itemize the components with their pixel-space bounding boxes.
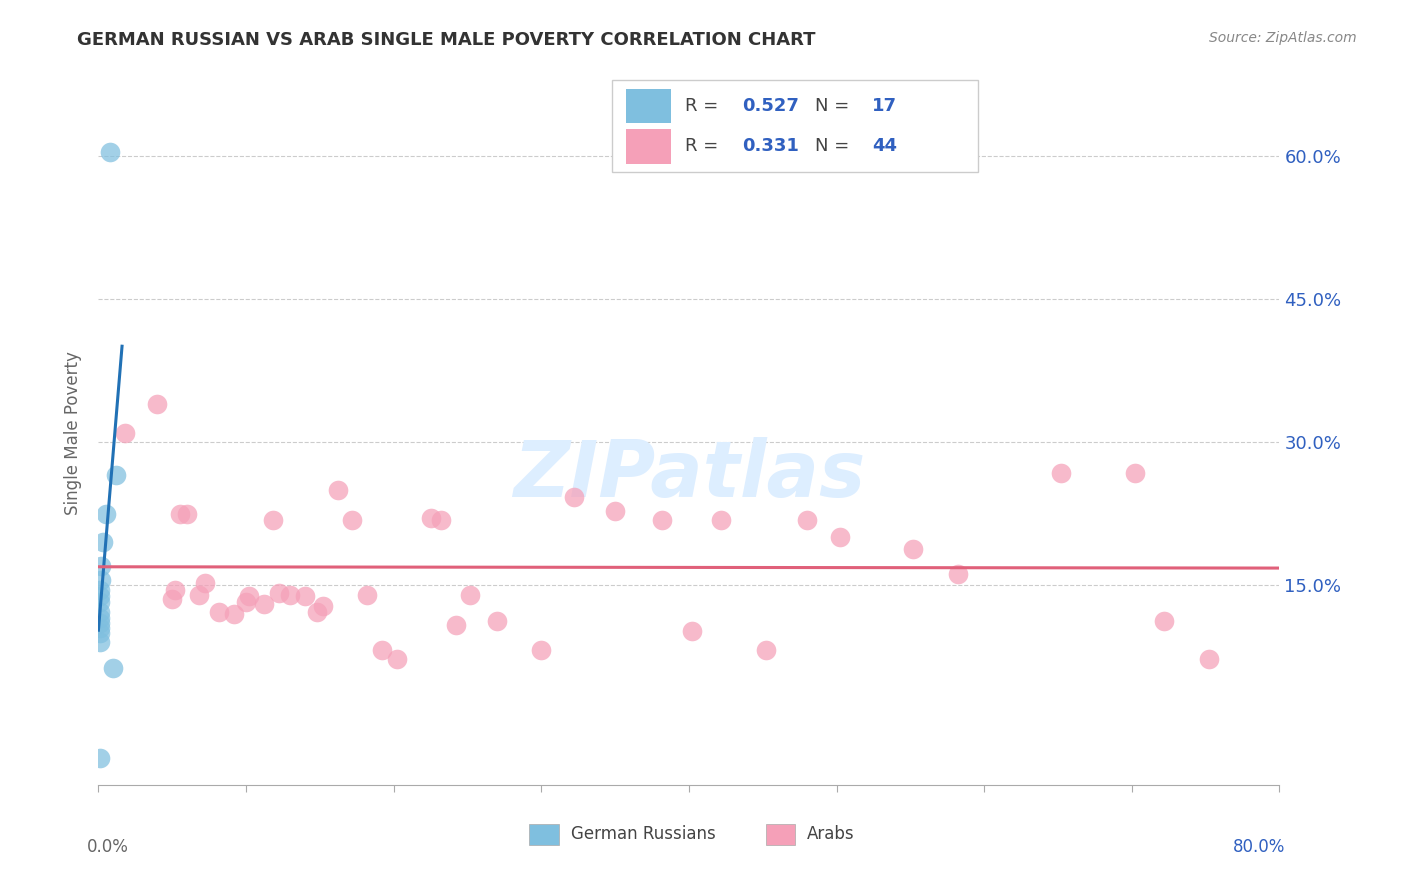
Point — [89, 582, 111, 597]
Point — [267, 585, 290, 599]
Text: Arabs: Arabs — [807, 825, 855, 843]
Bar — [766, 823, 796, 845]
Point — [605, 504, 627, 518]
Point — [280, 587, 302, 601]
Point — [89, 611, 111, 625]
Point — [89, 595, 111, 609]
Point — [235, 595, 257, 609]
Text: 80.0%: 80.0% — [1233, 838, 1285, 855]
Point — [371, 642, 394, 657]
Point — [294, 590, 316, 604]
Point — [89, 751, 111, 765]
Point — [342, 513, 364, 527]
Point — [444, 618, 467, 632]
Text: ZIPatlas: ZIPatlas — [513, 437, 865, 513]
Point — [91, 535, 114, 549]
Point — [224, 607, 246, 621]
Point — [305, 605, 328, 619]
Point — [1153, 614, 1175, 628]
Point — [89, 590, 111, 604]
Point — [89, 625, 111, 640]
Point — [356, 587, 378, 601]
Point — [430, 513, 453, 527]
Text: N =: N = — [815, 137, 855, 155]
Point — [312, 599, 335, 613]
Text: Source: ZipAtlas.com: Source: ZipAtlas.com — [1209, 31, 1357, 45]
Point — [1198, 652, 1220, 666]
Text: 17: 17 — [872, 97, 897, 115]
Point — [114, 425, 136, 440]
Point — [94, 507, 117, 521]
Point — [98, 145, 121, 159]
Point — [162, 592, 183, 607]
Text: R =: R = — [685, 137, 724, 155]
Bar — [612, 80, 979, 172]
Text: 0.331: 0.331 — [742, 137, 799, 155]
Point — [385, 652, 408, 666]
Point — [828, 530, 851, 544]
Point — [530, 642, 553, 657]
Point — [946, 566, 969, 581]
Point — [326, 483, 349, 497]
Point — [903, 541, 925, 556]
Point — [681, 624, 703, 638]
Y-axis label: Single Male Poverty: Single Male Poverty — [65, 351, 83, 515]
Point — [194, 576, 217, 591]
Text: GERMAN RUSSIAN VS ARAB SINGLE MALE POVERTY CORRELATION CHART: GERMAN RUSSIAN VS ARAB SINGLE MALE POVER… — [77, 31, 815, 49]
Point — [90, 573, 112, 587]
Text: R =: R = — [685, 97, 724, 115]
Bar — [626, 128, 671, 163]
Text: 0.0%: 0.0% — [87, 838, 128, 855]
Text: N =: N = — [815, 97, 855, 115]
Point — [169, 507, 191, 521]
Text: 44: 44 — [872, 137, 897, 155]
Point — [253, 597, 276, 611]
Point — [89, 635, 111, 649]
Bar — [626, 88, 671, 123]
Point — [651, 513, 673, 527]
Point — [89, 605, 111, 619]
Point — [89, 616, 111, 631]
Point — [262, 513, 284, 527]
Text: 0.527: 0.527 — [742, 97, 799, 115]
Point — [208, 605, 231, 619]
Point — [460, 587, 482, 601]
Point — [89, 621, 111, 635]
Bar — [530, 823, 560, 845]
Point — [755, 642, 778, 657]
Point — [710, 513, 733, 527]
Point — [486, 614, 509, 628]
Point — [103, 661, 125, 675]
Point — [1123, 466, 1146, 480]
Point — [1050, 466, 1073, 480]
Point — [796, 513, 818, 527]
Text: German Russians: German Russians — [571, 825, 716, 843]
Point — [146, 397, 169, 411]
Point — [90, 558, 112, 573]
Point — [165, 582, 187, 597]
Point — [176, 507, 198, 521]
Point — [562, 491, 585, 505]
Point — [187, 587, 209, 601]
Point — [105, 468, 128, 483]
Point — [238, 590, 260, 604]
Point — [419, 511, 441, 525]
